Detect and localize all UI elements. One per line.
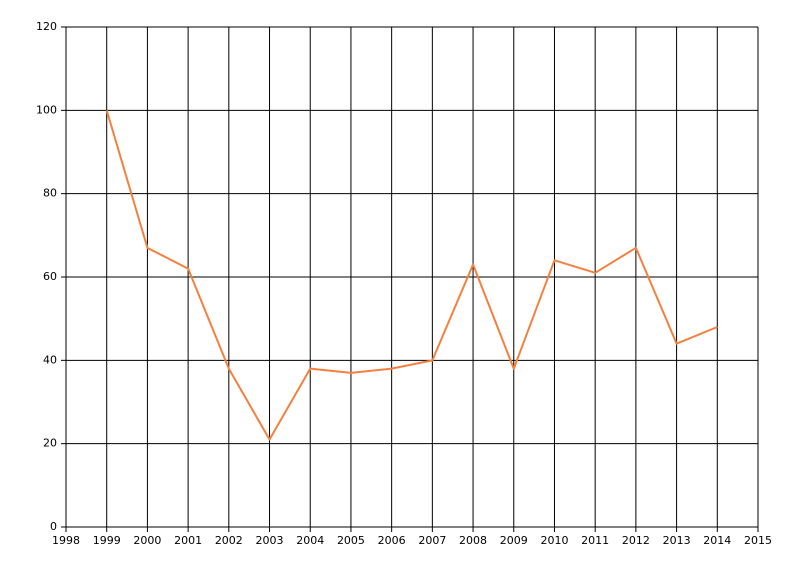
y-tick-label: 100 (36, 103, 57, 116)
x-tick-label: 2003 (256, 534, 284, 547)
x-tick-label: 2004 (296, 534, 324, 547)
x-tick-label: 2007 (418, 534, 446, 547)
y-tick-label: 0 (50, 520, 57, 533)
y-tick-label: 80 (43, 187, 57, 200)
x-tick-label: 1999 (93, 534, 121, 547)
x-tick-label: 2015 (744, 534, 772, 547)
x-tick-label: 2011 (581, 534, 609, 547)
y-tick-label: 20 (43, 437, 57, 450)
x-tick-label: 2012 (622, 534, 650, 547)
y-tick-label: 40 (43, 353, 57, 366)
y-tick-label: 120 (36, 20, 57, 33)
x-tick-label: 2005 (337, 534, 365, 547)
x-tick-label: 2006 (378, 534, 406, 547)
x-tick-label: 2008 (459, 534, 487, 547)
x-tick-label: 1998 (52, 534, 80, 547)
data-line (105, 110, 718, 441)
x-tick-label: 2009 (500, 534, 528, 547)
x-tick-label: 2002 (215, 534, 243, 547)
y-tick-label: 60 (43, 270, 57, 283)
x-tick-label: 2000 (133, 534, 161, 547)
x-tick-label: 2014 (703, 534, 731, 547)
x-tick-label: 2001 (174, 534, 202, 547)
x-tick-label: 2013 (663, 534, 691, 547)
x-tick-label: 2010 (540, 534, 568, 547)
